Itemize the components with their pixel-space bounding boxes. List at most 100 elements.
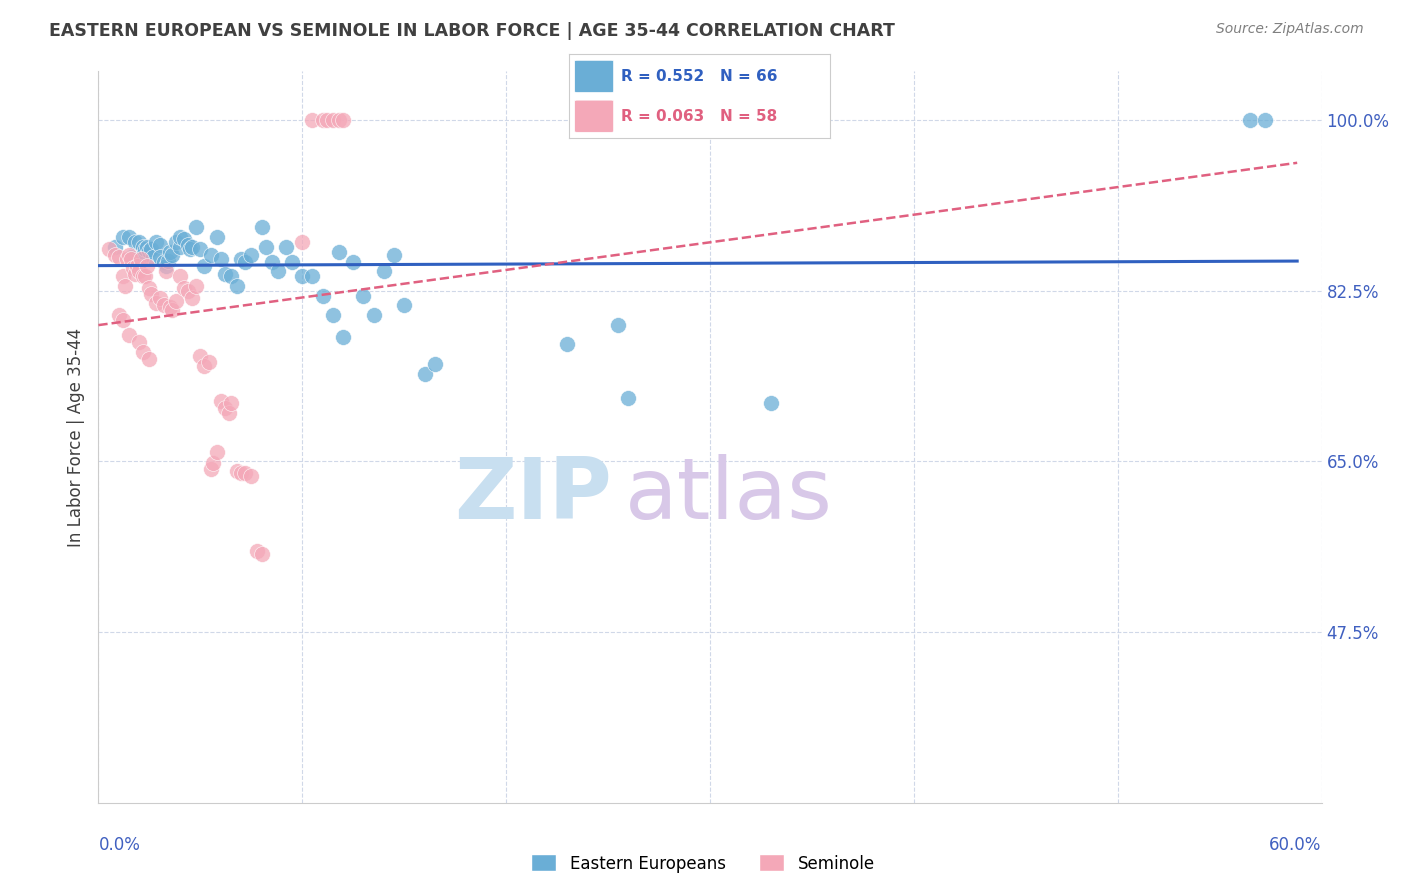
Point: [193, 260, 215, 274]
Point: [134, 242, 156, 256]
Point: [118, 327, 141, 342]
Point: [165, 235, 187, 249]
Point: [115, 252, 138, 266]
Point: [254, 240, 277, 254]
Point: [205, 444, 228, 458]
Point: [260, 254, 283, 268]
Point: [138, 352, 160, 367]
Point: [226, 464, 249, 478]
Text: EASTERN EUROPEAN VS SEMINOLE IN LABOR FORCE | AGE 35-44 CORRELATION CHART: EASTERN EUROPEAN VS SEMINOLE IN LABOR FO…: [49, 22, 896, 40]
Text: 0.0%: 0.0%: [98, 836, 141, 854]
Point: [240, 469, 263, 483]
Point: [200, 462, 222, 476]
Point: [111, 269, 134, 284]
Point: [219, 269, 242, 284]
Point: [169, 230, 191, 244]
FancyBboxPatch shape: [575, 61, 613, 93]
Point: [152, 254, 174, 268]
Point: [181, 240, 204, 254]
Point: [114, 279, 136, 293]
Point: [177, 238, 200, 252]
Text: ZIP: ZIP: [454, 454, 612, 537]
Point: [152, 298, 174, 312]
Point: [291, 235, 314, 249]
Point: [108, 250, 131, 264]
Point: [617, 391, 640, 405]
Point: [177, 284, 200, 298]
Point: [233, 466, 256, 480]
Point: [231, 252, 253, 266]
Point: [160, 248, 183, 262]
Point: [274, 240, 297, 254]
Point: [141, 242, 163, 256]
Point: [136, 240, 159, 254]
Point: [188, 242, 212, 256]
Point: [165, 293, 187, 308]
Point: [250, 547, 273, 561]
Point: [328, 113, 350, 128]
Point: [141, 286, 163, 301]
Point: [136, 260, 159, 274]
Point: [186, 279, 208, 293]
Point: [129, 252, 152, 266]
Point: [315, 113, 337, 128]
Point: [181, 291, 204, 305]
Point: [138, 244, 160, 258]
Point: [250, 220, 273, 235]
Point: [267, 264, 290, 278]
Point: [607, 318, 630, 332]
Point: [761, 396, 783, 410]
Text: R = 0.552   N = 66: R = 0.552 N = 66: [621, 69, 778, 84]
Point: [342, 254, 364, 268]
Point: [118, 230, 141, 244]
Point: [193, 359, 215, 373]
Point: [159, 301, 181, 315]
Point: [291, 269, 314, 284]
Point: [218, 406, 240, 420]
Point: [132, 269, 155, 284]
Point: [1253, 113, 1275, 128]
Point: [128, 335, 150, 350]
Point: [128, 264, 150, 278]
Point: [413, 367, 436, 381]
Point: [382, 248, 405, 262]
Point: [145, 296, 167, 310]
Point: [301, 269, 323, 284]
Point: [156, 253, 179, 268]
Point: [205, 230, 228, 244]
Point: [134, 269, 156, 284]
Point: [1239, 113, 1261, 128]
Point: [111, 230, 134, 244]
Point: [127, 260, 149, 274]
Point: [423, 357, 446, 371]
Legend: Eastern Europeans, Seminole: Eastern Europeans, Seminole: [524, 847, 882, 880]
Point: [219, 396, 242, 410]
Y-axis label: In Labor Force | Age 35-44: In Labor Force | Age 35-44: [66, 327, 84, 547]
Point: [155, 260, 177, 274]
Point: [132, 345, 155, 359]
Point: [173, 232, 195, 246]
Point: [392, 298, 416, 312]
Point: [120, 250, 142, 264]
Point: [97, 242, 120, 256]
Point: [124, 267, 146, 281]
Point: [214, 401, 236, 415]
Point: [332, 113, 354, 128]
Point: [352, 288, 374, 302]
Point: [145, 235, 167, 249]
Point: [159, 244, 181, 259]
Point: [240, 248, 263, 262]
Point: [363, 308, 385, 322]
Point: [301, 113, 323, 128]
Point: [142, 250, 165, 264]
Point: [169, 240, 191, 254]
Point: [169, 269, 191, 284]
Point: [132, 240, 155, 254]
Point: [138, 281, 160, 295]
Point: [118, 248, 141, 262]
Point: [149, 238, 172, 252]
Point: [322, 113, 344, 128]
Text: R = 0.063   N = 58: R = 0.063 N = 58: [621, 109, 778, 124]
Point: [246, 544, 269, 558]
Point: [149, 291, 172, 305]
